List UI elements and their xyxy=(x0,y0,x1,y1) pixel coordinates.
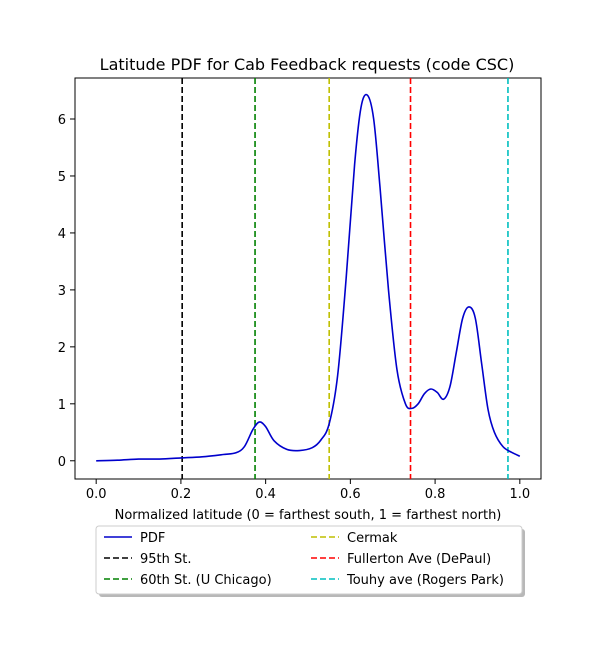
pdf-series-line xyxy=(96,93,521,462)
y-tick-label: 5 xyxy=(58,170,66,185)
legend-label: Cermak xyxy=(347,531,398,546)
legend-label: PDF xyxy=(140,531,165,546)
x-axis: 0.0 0.2 0.4 0.6 0.8 1.0 xyxy=(86,479,530,502)
x-tick-label: 0.4 xyxy=(255,487,276,502)
chart-title: Latitude PDF for Cab Feedback requests (… xyxy=(100,55,515,74)
y-tick-label: 4 xyxy=(58,227,66,242)
reference-lines xyxy=(181,78,509,479)
x-tick-label: 0.8 xyxy=(425,487,446,502)
x-tick-label: 0.2 xyxy=(171,487,192,502)
y-tick-label: 2 xyxy=(58,341,66,356)
x-axis-label: Normalized latitude (0 = farthest south,… xyxy=(115,508,502,523)
legend-box xyxy=(95,525,523,595)
legend-label: 60th St. (U Chicago) xyxy=(140,573,272,588)
plot-area xyxy=(74,77,542,480)
x-tick-label: 0.0 xyxy=(86,487,107,502)
series-layer xyxy=(96,93,521,462)
y-axis: 0 1 2 3 4 5 6 xyxy=(58,113,75,470)
y-tick-label: 0 xyxy=(58,455,66,470)
legend-label: 95th St. xyxy=(140,552,192,567)
y-tick-label: 1 xyxy=(58,398,66,413)
legend-label: Fullerton Ave (DePaul) xyxy=(347,552,491,567)
plot-frame xyxy=(74,77,542,480)
y-tick-label: 6 xyxy=(58,113,66,128)
x-tick-label: 0.6 xyxy=(340,487,361,502)
y-tick-label: 3 xyxy=(58,284,66,299)
x-tick-label: 1.0 xyxy=(509,487,530,502)
legend-label: Touhy ave (Rogers Park) xyxy=(346,573,504,588)
legend-items: PDF 95th St. 60th St. (U Chicago) Cermak Ful… xyxy=(104,531,504,588)
legend: PDF 95th St. 60th St. (U Chicago) Cermak Ful… xyxy=(95,525,525,597)
